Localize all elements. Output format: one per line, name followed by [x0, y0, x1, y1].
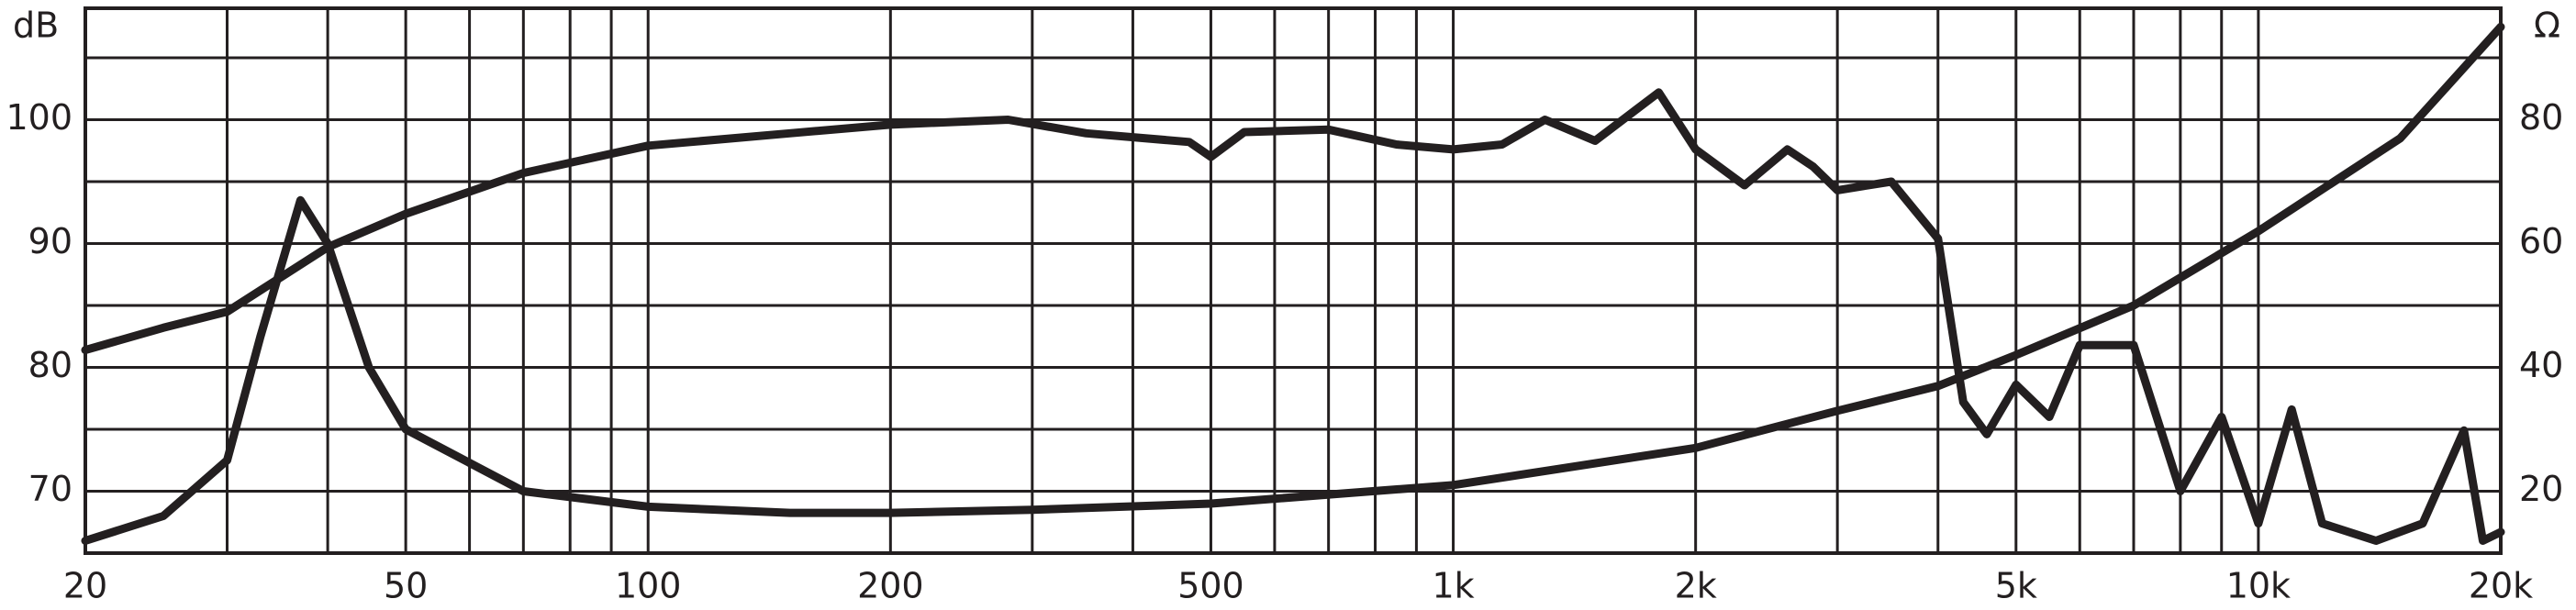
- y-tick-label: 90: [28, 221, 72, 261]
- x-tick-label: 20: [63, 566, 107, 606]
- y-tick-label: 70: [28, 469, 72, 509]
- series-line: [81, 88, 2505, 545]
- x-tick-label: 2k: [1675, 566, 1717, 606]
- x-tick-label: 10k: [2226, 566, 2291, 606]
- x-tick-label: 50: [384, 566, 428, 606]
- y2-tick-label: 60: [2519, 221, 2563, 261]
- y2-axis-label: Ω: [2534, 6, 2560, 46]
- y-axis-label: dB: [13, 6, 59, 46]
- y-tick-label: 100: [6, 97, 72, 138]
- x-tick-label: 20k: [2469, 566, 2533, 606]
- x-tick-label: 100: [615, 566, 682, 606]
- x-tick-label: 200: [857, 566, 924, 606]
- x-tick-label: 1k: [1432, 566, 1474, 606]
- series-line: [81, 22, 2505, 545]
- y-tick-label: 80: [28, 345, 72, 385]
- y2-tick-label: 40: [2519, 345, 2563, 385]
- x-tick-label: 5k: [1995, 566, 2037, 606]
- y2-tick-label: 80: [2519, 97, 2563, 138]
- x-tick-label: 500: [1177, 566, 1244, 606]
- y2-tick-label: 20: [2519, 469, 2563, 509]
- plot-frame: [84, 6, 2503, 555]
